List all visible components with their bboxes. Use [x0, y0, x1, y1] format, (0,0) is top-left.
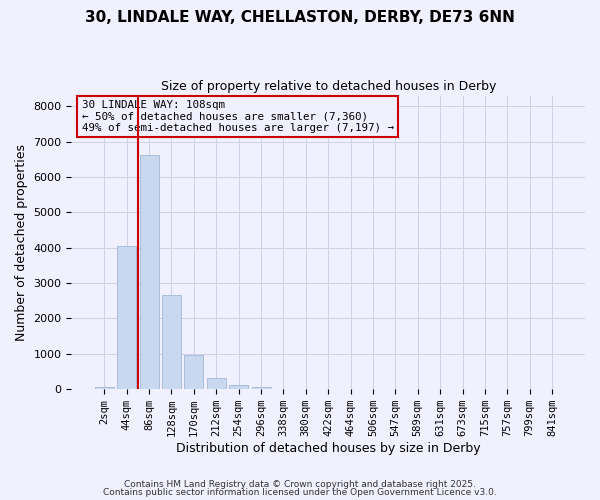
- Text: Contains public sector information licensed under the Open Government Licence v3: Contains public sector information licen…: [103, 488, 497, 497]
- Bar: [207, 378, 226, 389]
- Bar: [117, 246, 136, 389]
- Text: 30, LINDALE WAY, CHELLASTON, DERBY, DE73 6NN: 30, LINDALE WAY, CHELLASTON, DERBY, DE73…: [85, 10, 515, 25]
- Bar: [140, 155, 158, 389]
- X-axis label: Distribution of detached houses by size in Derby: Distribution of detached houses by size …: [176, 442, 481, 455]
- Text: Contains HM Land Registry data © Crown copyright and database right 2025.: Contains HM Land Registry data © Crown c…: [124, 480, 476, 489]
- Y-axis label: Number of detached properties: Number of detached properties: [15, 144, 28, 341]
- Bar: [229, 384, 248, 389]
- Bar: [184, 355, 203, 389]
- Bar: [251, 388, 271, 389]
- Text: 30 LINDALE WAY: 108sqm
← 50% of detached houses are smaller (7,360)
49% of semi-: 30 LINDALE WAY: 108sqm ← 50% of detached…: [82, 100, 394, 133]
- Title: Size of property relative to detached houses in Derby: Size of property relative to detached ho…: [161, 80, 496, 93]
- Bar: [162, 296, 181, 389]
- Bar: [95, 388, 114, 389]
